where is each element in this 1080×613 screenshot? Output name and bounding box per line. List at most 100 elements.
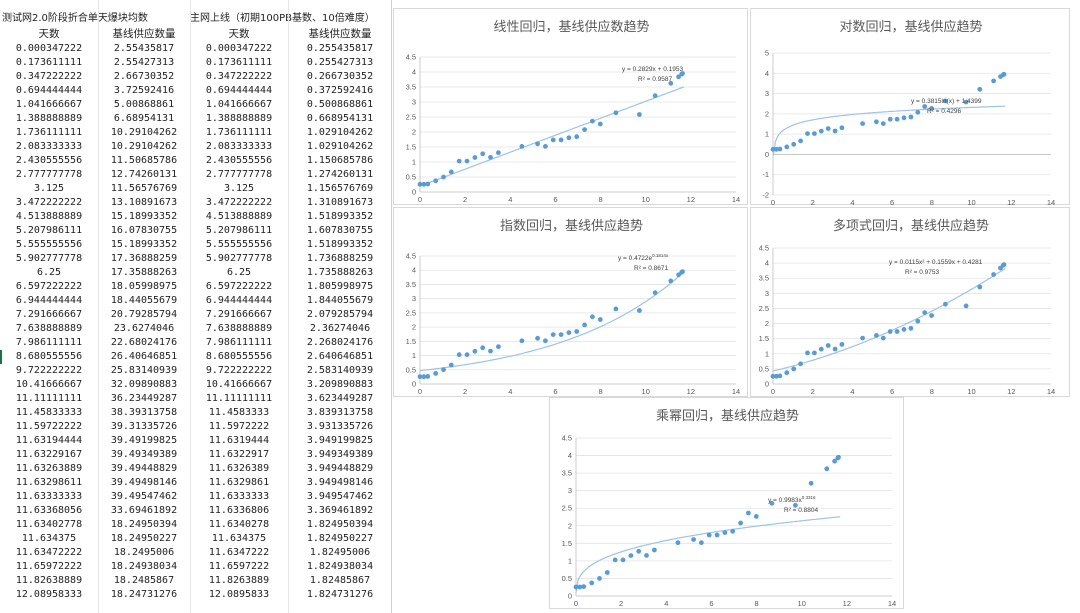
cell-days-mainnet[interactable]: 7.291666667 [205, 309, 273, 320]
table-row[interactable]: 9.722222222 25.83140939 9.722222222 2.58314… [0, 364, 392, 378]
chart-title[interactable]: 多项式回归，基线供应趋势 [833, 218, 989, 234]
cell-days-mainnet[interactable]: 11.6326389 [208, 463, 270, 474]
testnet-group-header[interactable]: 测试网2.0阶段折合单天爆块均数 [2, 13, 148, 24]
cell-days[interactable]: 7.638888889 [15, 323, 83, 334]
cell-days-mainnet[interactable]: 11.634375 [211, 533, 267, 544]
cell-supply[interactable]: 33.69461892 [110, 505, 178, 516]
table-row[interactable]: 10.41666667 32.09890883 10.41666667 3.20989… [0, 378, 392, 392]
cell-days-mainnet[interactable]: 11.6319444 [208, 435, 270, 446]
cell-supply-mainnet[interactable]: 3.839313758 [306, 407, 374, 418]
cell-days-mainnet[interactable]: 8.680555556 [205, 351, 273, 362]
table-row[interactable]: 11.63472222 18.2495006 11.6347222 1.8249500… [0, 546, 392, 560]
cell-days[interactable]: 0.347222222 [15, 71, 83, 82]
cell-days-mainnet[interactable]: 4.513888889 [205, 211, 273, 222]
power-regression-chart[interactable]: 乘幂回归，基线供应趋势 0 0.5 1 1.5 2 2.5 3 3.5 4 4.5 0 2 4 6 8 10 12… [549, 397, 904, 609]
cell-days[interactable]: 7.291666667 [15, 309, 83, 320]
cell-supply[interactable]: 39.49547462 [110, 491, 178, 502]
cell-supply[interactable]: 11.50685786 [110, 155, 178, 166]
cell-days[interactable]: 5.902777778 [15, 253, 83, 264]
cell-days[interactable]: 10.41666667 [15, 379, 83, 390]
col-header-supply-1[interactable]: 基线供应数量 [112, 28, 176, 40]
cell-days[interactable]: 1.388888889 [15, 113, 83, 124]
cell-days[interactable]: 11.82638889 [15, 575, 83, 586]
cell-days[interactable]: 3.472222222 [15, 197, 83, 208]
table-row[interactable]: 11.59722222 39.31335726 11.5972222 3.931335… [0, 420, 392, 434]
cell-supply[interactable]: 36.23449287 [110, 393, 178, 404]
cell-days[interactable]: 1.736111111 [15, 127, 83, 138]
cell-supply[interactable]: 22.68024176 [110, 337, 178, 348]
cell-days[interactable]: 11.45833333 [15, 407, 83, 418]
cell-supply-mainnet[interactable]: 1.805998975 [306, 281, 374, 292]
cell-supply[interactable]: 16.07830755 [110, 225, 178, 236]
cell-supply-mainnet[interactable]: 3.623449287 [306, 393, 374, 404]
table-row[interactable]: 0.694444444 3.72592416 0.694444444 0.372592… [0, 84, 392, 98]
table-row[interactable]: 0.347222222 2.66730352 0.347222222 0.266730… [0, 70, 392, 84]
table-row[interactable]: 7.986111111 22.68024176 7.986111111 2.26802… [0, 336, 392, 350]
chart-title[interactable]: 线性回归，基线供应数趋势 [493, 19, 649, 35]
cell-days-mainnet[interactable]: 11.6597222 [208, 561, 270, 572]
cell-supply[interactable]: 18.24950394 [110, 519, 178, 530]
table-row[interactable]: 11.45833333 38.39313758 11.4583333 3.839313… [0, 406, 392, 420]
table-row[interactable]: 0.173611111 2.55427313 0.173611111 0.255427… [0, 56, 392, 70]
table-row[interactable]: 1.388888889 6.68954131 1.388888889 0.668954… [0, 112, 392, 126]
cell-days-mainnet[interactable]: 10.41666667 [205, 379, 273, 390]
table-row[interactable]: 6.25 17.35888263 6.25 1.735888263 [0, 266, 392, 280]
cell-supply[interactable]: 39.49349389 [110, 449, 178, 460]
cell-supply-mainnet[interactable]: 1.518993352 [306, 211, 374, 222]
cell-days[interactable]: 11.634375 [21, 533, 77, 544]
cell-days[interactable]: 9.722222222 [15, 365, 83, 376]
cell-days[interactable]: 12.08958333 [15, 589, 83, 600]
cell-days-mainnet[interactable]: 11.6322917 [208, 449, 270, 460]
cell-supply-mainnet[interactable]: 1.82495006 [309, 547, 371, 558]
cell-supply[interactable]: 15.18993352 [110, 211, 178, 222]
cell-days[interactable]: 4.513888889 [15, 211, 83, 222]
cell-days-mainnet[interactable]: 0.694444444 [205, 85, 273, 96]
cell-supply[interactable]: 39.49199825 [110, 435, 178, 446]
cell-supply-mainnet[interactable]: 1.844055679 [306, 295, 374, 306]
cell-days[interactable]: 8.680555556 [15, 351, 83, 362]
cell-supply[interactable]: 15.18993352 [110, 239, 178, 250]
cell-supply[interactable]: 18.05998975 [110, 281, 178, 292]
table-row[interactable]: 11.82638889 18.2485867 11.8263889 1.8248586… [0, 574, 392, 588]
cell-days-mainnet[interactable]: 2.777777778 [205, 169, 273, 180]
cell-days-mainnet[interactable]: 0.173611111 [205, 57, 273, 68]
log-regression-chart[interactable]: 对数回归，基线供应趋势 -2 -1 0 1 2 3 4 5 0 2 4 6 8 10 12 14 y = 0.38… [750, 8, 1070, 206]
cell-supply[interactable]: 25.83140939 [110, 365, 178, 376]
col-header-days-2[interactable]: 天数 [228, 28, 250, 40]
cell-days[interactable]: 6.944444444 [15, 295, 83, 306]
cell-supply[interactable]: 5.00868861 [113, 99, 175, 110]
col-header-supply-2[interactable]: 基线供应数量 [308, 28, 372, 40]
cell-supply[interactable]: 23.6274046 [113, 323, 175, 334]
cell-days-mainnet[interactable]: 6.944444444 [205, 295, 273, 306]
cell-days[interactable]: 6.597222222 [15, 281, 83, 292]
cell-supply[interactable]: 2.55435817 [113, 43, 175, 54]
table-row[interactable]: 11.634375 18.24950227 11.634375 1.824950227 [0, 532, 392, 546]
table-row[interactable]: 2.777777778 12.74260131 2.777777778 1.27426… [0, 168, 392, 182]
cell-days-mainnet[interactable]: 11.11111111 [205, 393, 273, 404]
cell-supply[interactable]: 12.74260131 [110, 169, 178, 180]
cell-supply-mainnet[interactable]: 1.156576769 [306, 183, 374, 194]
cell-supply[interactable]: 3.72592416 [113, 85, 175, 96]
table-row[interactable]: 11.65972222 18.24938034 11.6597222 1.824938… [0, 560, 392, 574]
cell-days[interactable]: 2.777777778 [15, 169, 83, 180]
linear-regression-chart[interactable]: 线性回归，基线供应数趋势 0 0.5 1 1.5 2 2.5 3 3.5 4 4.5 0 2 4 6 8 10 1… [393, 8, 748, 205]
cell-supply[interactable]: 10.29104262 [110, 127, 178, 138]
cell-supply[interactable]: 18.24938034 [110, 561, 178, 572]
cell-days[interactable]: 2.430555556 [15, 155, 83, 166]
table-row[interactable]: 5.902777778 17.36888259 5.902777778 1.73688… [0, 252, 392, 266]
cell-supply[interactable]: 11.56576769 [110, 183, 178, 194]
cell-supply-mainnet[interactable]: 3.949448829 [306, 463, 374, 474]
cell-days-mainnet[interactable]: 2.083333333 [205, 141, 273, 152]
cell-supply-mainnet[interactable]: 1.82485867 [309, 575, 371, 586]
table-row[interactable]: 7.291666667 20.79285794 7.291666667 2.07928… [0, 308, 392, 322]
cell-supply-mainnet[interactable]: 1.518993352 [306, 239, 374, 250]
table-row[interactable]: 7.638888889 23.6274046 7.638888889 2.362740… [0, 322, 392, 336]
cell-days[interactable]: 11.63402778 [15, 519, 83, 530]
cell-days[interactable]: 3.125 [33, 183, 65, 194]
table-row[interactable]: 1.736111111 10.29104262 1.736111111 1.02910… [0, 126, 392, 140]
cell-supply-mainnet[interactable]: 0.500868861 [306, 99, 374, 110]
cell-days[interactable]: 2.083333333 [15, 141, 83, 152]
cell-days[interactable]: 7.986111111 [15, 337, 83, 348]
cell-supply-mainnet[interactable]: 1.029104262 [306, 141, 374, 152]
cell-days-mainnet[interactable]: 11.5972222 [208, 421, 270, 432]
